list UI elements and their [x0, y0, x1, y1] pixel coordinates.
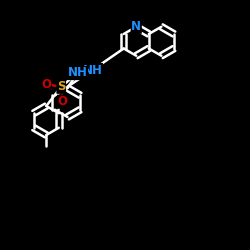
Text: NH: NH — [82, 64, 102, 76]
Text: O: O — [41, 78, 51, 91]
Text: NH: NH — [68, 66, 87, 80]
Text: N: N — [131, 20, 141, 33]
Text: S: S — [57, 80, 66, 93]
Text: O: O — [58, 95, 68, 108]
